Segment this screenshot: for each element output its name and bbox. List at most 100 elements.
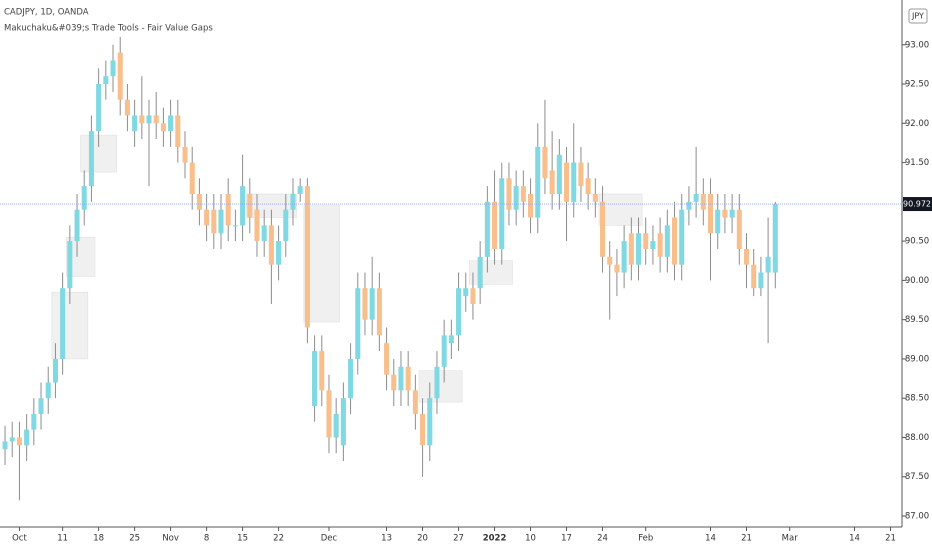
candle-body bbox=[405, 366, 411, 391]
currency-label[interactable]: JPY bbox=[911, 12, 924, 21]
candle-body bbox=[643, 233, 649, 249]
candle-body bbox=[765, 256, 771, 273]
candle-body bbox=[52, 358, 58, 383]
candle-body bbox=[398, 366, 404, 391]
candle-body bbox=[628, 233, 634, 265]
candle-body bbox=[693, 193, 699, 202]
candle-body bbox=[312, 351, 318, 407]
candle-body bbox=[24, 429, 30, 446]
candle-body bbox=[592, 193, 598, 202]
candle-body bbox=[614, 264, 620, 273]
candle-body bbox=[391, 374, 397, 391]
candle-body bbox=[355, 288, 361, 359]
candle-body bbox=[600, 201, 606, 257]
candle-body bbox=[362, 288, 368, 320]
candle-body bbox=[369, 288, 375, 320]
candle-body bbox=[326, 390, 332, 438]
candle-body bbox=[700, 193, 706, 210]
candle-body bbox=[117, 52, 123, 100]
candle-body bbox=[232, 225, 238, 227]
candle-body bbox=[196, 193, 202, 210]
last-price-label: 90.972 bbox=[903, 200, 931, 209]
candle-body bbox=[211, 209, 217, 234]
candle-body bbox=[535, 146, 541, 218]
y-tick-label: 90.00 bbox=[905, 276, 929, 286]
plot-area bbox=[2, 36, 778, 501]
candle-body bbox=[427, 398, 433, 446]
x-tick-label: Nov bbox=[162, 534, 179, 544]
candle-body bbox=[182, 146, 188, 163]
candle-body bbox=[707, 193, 714, 234]
y-tick-label: 88.00 bbox=[905, 433, 929, 443]
candle-body bbox=[16, 437, 22, 446]
x-tick-label: 14 bbox=[705, 534, 716, 544]
candle-body bbox=[434, 366, 440, 399]
currency-button[interactable] bbox=[908, 8, 928, 24]
candle-body bbox=[283, 209, 289, 242]
candle-body bbox=[290, 193, 296, 210]
y-tick-label: 89.00 bbox=[905, 354, 929, 364]
candle-body bbox=[60, 288, 66, 359]
candle-body bbox=[218, 209, 224, 234]
candle-body bbox=[556, 154, 562, 194]
y-tick-label: 91.50 bbox=[905, 158, 929, 168]
candle-body bbox=[81, 186, 87, 210]
candle-body bbox=[175, 115, 181, 147]
candle-body bbox=[571, 162, 577, 202]
candle-body bbox=[499, 178, 505, 249]
candle-body bbox=[204, 209, 210, 226]
candle-body bbox=[168, 115, 174, 132]
candle-body bbox=[45, 382, 51, 399]
x-tick-label: 18 bbox=[93, 534, 104, 544]
candle-body bbox=[189, 162, 195, 194]
candle-body bbox=[549, 170, 555, 194]
candle-body bbox=[520, 186, 526, 202]
candle-body bbox=[607, 256, 613, 265]
candle-body bbox=[103, 76, 109, 85]
y-tick-label: 93.00 bbox=[905, 40, 929, 50]
candle-body bbox=[384, 343, 390, 375]
candle-body bbox=[31, 413, 37, 430]
candle-body bbox=[686, 201, 692, 210]
candle-body bbox=[636, 233, 642, 265]
candle-body bbox=[743, 248, 750, 265]
x-tick-label: 25 bbox=[129, 534, 140, 544]
candle-body bbox=[9, 437, 15, 442]
x-tick-label: 20 bbox=[417, 534, 428, 544]
x-tick-label: 10 bbox=[525, 534, 536, 544]
x-tick-label: Oct bbox=[12, 534, 27, 544]
fair-value-gap bbox=[598, 193, 643, 226]
y-tick-label: 88.50 bbox=[905, 394, 929, 404]
candle-body bbox=[448, 335, 454, 344]
fair-value-gap bbox=[469, 260, 513, 285]
candle-body bbox=[297, 186, 303, 194]
y-tick-label: 92.00 bbox=[905, 119, 929, 129]
candle-body bbox=[2, 441, 8, 450]
candle-body bbox=[492, 201, 498, 249]
x-tick-label: 11 bbox=[57, 534, 68, 544]
candle-body bbox=[67, 241, 73, 289]
candle-body bbox=[758, 272, 764, 289]
candle-body bbox=[160, 123, 166, 132]
candle-body bbox=[722, 209, 728, 218]
candle-body bbox=[110, 60, 116, 77]
x-tick-label: 21 bbox=[741, 534, 752, 544]
candle-body bbox=[729, 209, 735, 218]
x-tick-label: 17 bbox=[561, 534, 572, 544]
candle-body bbox=[664, 225, 670, 257]
candle-body bbox=[578, 162, 584, 187]
candle-body bbox=[304, 186, 310, 328]
candle-body bbox=[146, 115, 152, 124]
candle-body bbox=[513, 186, 519, 210]
candle-body bbox=[132, 115, 138, 132]
candle-body bbox=[772, 204, 778, 273]
fair-value-gap bbox=[418, 370, 463, 403]
candle-body bbox=[650, 241, 656, 249]
candle-body bbox=[736, 209, 742, 249]
candle-body bbox=[139, 115, 145, 124]
x-tick-label: Feb bbox=[638, 534, 653, 544]
candle-body bbox=[74, 209, 80, 242]
candle-body bbox=[463, 288, 469, 297]
candle-body bbox=[376, 288, 382, 336]
candle-body bbox=[348, 358, 354, 399]
